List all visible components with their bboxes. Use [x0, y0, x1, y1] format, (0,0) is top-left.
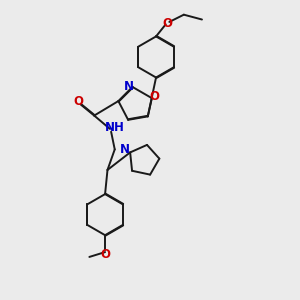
Text: O: O	[162, 16, 172, 30]
Text: N: N	[120, 143, 130, 157]
Text: O: O	[73, 95, 83, 108]
Text: NH: NH	[105, 121, 125, 134]
Text: N: N	[124, 80, 134, 94]
Text: O: O	[150, 90, 160, 104]
Text: O: O	[100, 248, 110, 260]
